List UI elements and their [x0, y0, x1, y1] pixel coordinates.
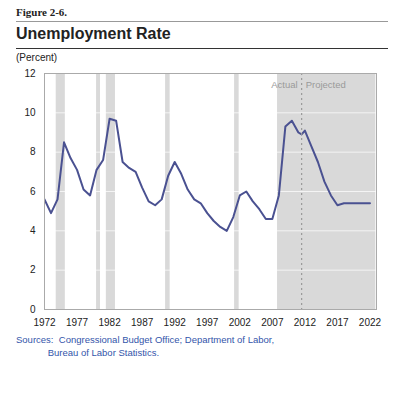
svg-text:Projected: Projected	[306, 79, 346, 90]
svg-text:1997: 1997	[196, 317, 219, 328]
svg-text:4: 4	[30, 225, 36, 236]
html-text:(Percent): (Percent)	[16, 52, 58, 63]
svg-text:2012: 2012	[294, 317, 317, 328]
html-text:Unemployment Rate: Unemployment Rate	[16, 25, 171, 42]
svg-text:0: 0	[30, 304, 36, 315]
svg-text:8: 8	[30, 146, 36, 157]
svg-text:1992: 1992	[164, 317, 187, 328]
svg-text:2007: 2007	[261, 317, 284, 328]
svg-text:2002: 2002	[229, 317, 252, 328]
svg-text:1977: 1977	[66, 317, 89, 328]
html-text:Sources: Congressional Budget: Sources: Congressional Budget Office; De…	[16, 334, 275, 345]
svg-text:2017: 2017	[326, 317, 349, 328]
svg-text:1982: 1982	[98, 317, 121, 328]
svg-text:Actual: Actual	[271, 79, 297, 90]
svg-text:12: 12	[24, 68, 36, 79]
svg-text:2: 2	[30, 264, 36, 275]
html-text:Figure 2-6.: Figure 2-6.	[16, 6, 68, 18]
html-text:Bureau of Labor Statistics.: Bureau of Labor Statistics.	[16, 347, 160, 358]
svg-text:1987: 1987	[131, 317, 154, 328]
svg-text:1972: 1972	[33, 317, 56, 328]
svg-text:2022: 2022	[359, 317, 382, 328]
svg-text:6: 6	[30, 186, 36, 197]
svg-text:10: 10	[24, 107, 36, 118]
